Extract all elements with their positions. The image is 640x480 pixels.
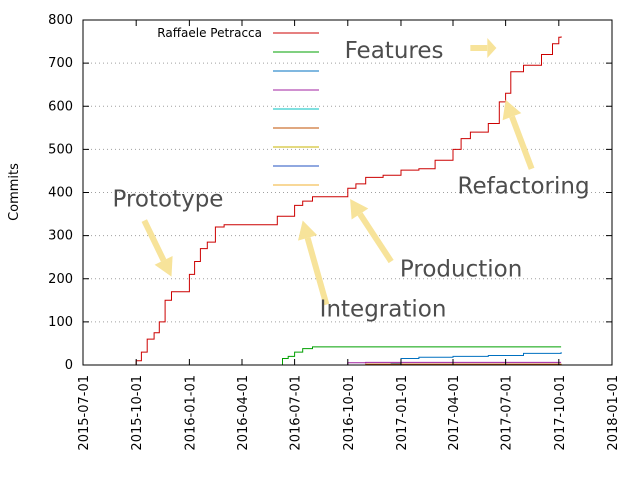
x-tick-label: 2017-01-01 [395,375,410,451]
annotation-label-1: Integration [320,297,447,323]
x-tick-label: 2016-10-01 [342,375,357,451]
x-tick-label: 2017-07-01 [500,375,515,451]
x-tick-label: 2018-01-01 [606,375,621,451]
x-tick-label: 2015-10-01 [130,375,145,451]
y-axis-label: Commits [7,163,22,221]
y-tick-label: 400 [48,186,73,201]
annotation-label-2: Production [400,257,522,283]
y-tick-label: 100 [48,315,73,330]
series-line-0 [132,36,562,366]
x-tick-label: 2016-04-01 [236,375,251,451]
y-tick-label: 0 [65,358,73,373]
y-tick-label: 800 [48,13,73,28]
annotation-arrow-0 [141,219,173,277]
legend-label-0: Raffaele Petracca [157,26,262,40]
y-tick-label: 500 [48,142,73,157]
x-tick-label: 2017-04-01 [447,375,462,451]
annotations: Prototype Integration Production Refactorin… [113,38,590,323]
series-line-2 [347,352,562,366]
x-tick-label: 2016-07-01 [289,375,304,451]
y-tick-label: 700 [48,56,73,71]
annotation-arrow-4 [470,38,497,58]
plot-frame [82,19,613,366]
annotation-arrow-1 [298,220,330,306]
x-tick-label: 2017-10-01 [553,375,568,451]
axes: 0 100 200 300 400 500 600 700 800 2015-07-01 2015-… [48,13,621,451]
annotation-arrows [141,38,535,306]
x-tick-label: 2016-01-01 [183,375,198,451]
x-tick-label: 2015-07-01 [77,375,92,451]
series-line-1 [277,346,562,366]
legend: Raffaele Petracca [157,26,319,186]
gridlines [83,62,612,323]
annotation-label-4: Features [345,38,444,64]
annotation-label-3: Refactoring [458,173,590,199]
annotation-label-0: Prototype [113,186,224,212]
y-tick-label: 200 [48,272,73,287]
annotation-arrow-2 [350,199,394,264]
y-tick-label: 300 [48,229,73,244]
y-tick-label: 600 [48,99,73,114]
annotation-arrow-3 [502,99,535,170]
